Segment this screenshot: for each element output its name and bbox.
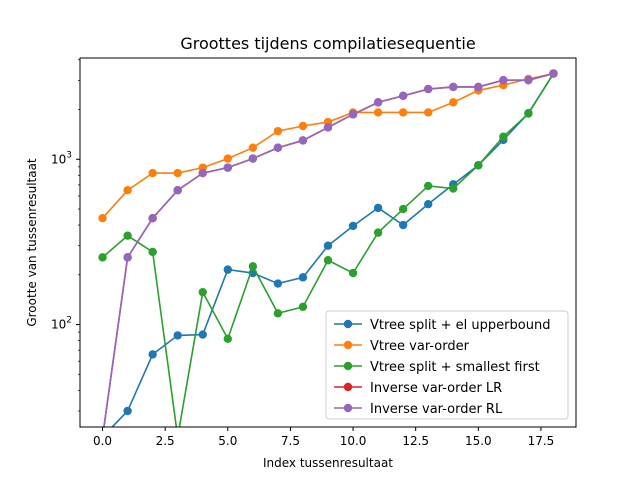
data-point [173, 331, 182, 340]
data-point [123, 186, 132, 195]
data-point [223, 154, 232, 163]
legend-marker [343, 340, 353, 350]
data-point [323, 123, 333, 132]
x-tick-label: 10.0 [340, 434, 367, 448]
data-point [499, 75, 508, 85]
legend-item: Inverse var-order LR [334, 381, 502, 396]
x-axis-label: Index tussenresultaat [263, 456, 393, 470]
legend-label: Inverse var-order LR [370, 381, 502, 396]
data-point [449, 82, 458, 92]
legend-marker [343, 403, 353, 413]
data-point [524, 109, 533, 118]
data-point [198, 330, 207, 339]
data-point [148, 214, 157, 223]
y-axis-label: Grootte van tussenresultaat [25, 158, 39, 327]
data-point [449, 184, 458, 193]
data-point [298, 136, 308, 145]
legend-item: Vtree split + el upperbound [334, 318, 550, 333]
x-tick-label: 2.5 [156, 434, 175, 448]
data-point [173, 168, 182, 178]
data-point [398, 91, 408, 101]
legend-marker [343, 319, 353, 329]
legend-item: Inverse var-order RL [334, 402, 503, 417]
data-point [323, 256, 333, 265]
data-point [273, 143, 283, 152]
data-point [198, 287, 207, 297]
x-tick-label: 17.5 [528, 434, 555, 448]
data-point [424, 181, 433, 191]
data-point [398, 204, 408, 214]
data-point [474, 161, 483, 170]
x-tick-label: 12.5 [402, 434, 429, 448]
series-3 [98, 69, 558, 427]
legend-label: Vtree var-order [370, 339, 470, 354]
plot-frame [79, 57, 577, 428]
data-point [348, 221, 358, 231]
data-point [273, 279, 283, 288]
data-point [298, 273, 308, 282]
data-point [298, 302, 308, 312]
legend-item: Vtree split + smallest first [334, 360, 540, 375]
data-point [499, 132, 508, 141]
data-point [449, 98, 458, 107]
data-point [474, 82, 483, 92]
data-point [223, 265, 232, 274]
legend-marker [343, 361, 353, 371]
data-point [98, 253, 107, 262]
x-tick-label: 15.0 [465, 434, 492, 448]
data-point [273, 126, 283, 136]
series-layer [98, 69, 558, 427]
data-point [298, 121, 308, 131]
data-point [248, 154, 258, 163]
legend: Vtree split + el upperbound Vtree var-ord… [325, 310, 569, 420]
legend-label: Vtree split + smallest first [370, 360, 540, 375]
data-point [148, 350, 157, 359]
data-point [424, 84, 433, 94]
data-point [123, 231, 132, 240]
data-point [198, 168, 207, 178]
data-point [323, 241, 333, 250]
data-point [398, 220, 408, 230]
data-point [348, 268, 358, 278]
data-point [123, 253, 132, 262]
data-point [373, 98, 383, 107]
x-axis: 0.0 2.5 5.0 7.5 10.0 12.5 15.0 17.5 [93, 427, 554, 448]
x-tick-label: 5.0 [218, 434, 237, 448]
x-tick-label: 7.5 [281, 434, 300, 448]
data-point [248, 143, 258, 152]
chart-title: Groottes tijdens compilatiesequentie [180, 34, 475, 53]
legend-label: Vtree split + el upperbound [370, 318, 550, 333]
data-point [273, 309, 283, 318]
data-point [524, 75, 533, 85]
data-point [348, 110, 358, 119]
data-point [173, 186, 182, 195]
data-point [148, 247, 157, 257]
data-point [223, 163, 232, 172]
data-point [424, 108, 433, 117]
data-point [248, 262, 258, 271]
legend-item: Vtree var-order [334, 339, 470, 354]
data-point [373, 108, 383, 117]
data-point [373, 203, 383, 213]
data-point [98, 214, 107, 223]
data-point [398, 108, 408, 117]
legend-box [325, 310, 569, 420]
data-point [123, 406, 132, 416]
x-tick-label: 0.0 [93, 434, 112, 448]
legend-marker [343, 382, 353, 392]
legend-label: Inverse var-order RL [370, 402, 503, 417]
data-point [549, 69, 558, 78]
data-point [148, 168, 157, 178]
data-point [424, 199, 433, 209]
series-5 [103, 69, 558, 427]
data-point [223, 334, 232, 344]
data-point [373, 228, 383, 237]
